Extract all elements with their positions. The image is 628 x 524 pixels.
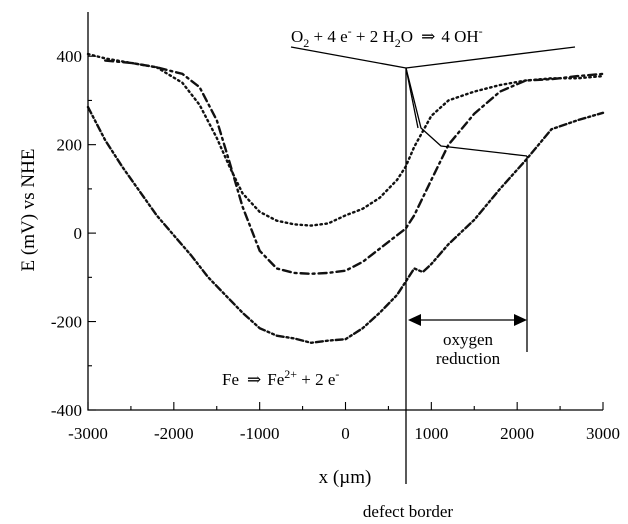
top-reaction-sub-h: 2 — [395, 36, 401, 50]
top-reaction-mid3: O — [401, 27, 413, 46]
x-tick-label: -2000 — [154, 424, 194, 443]
series-group — [86, 52, 605, 345]
top-reaction-arrow-icon: ⇒ — [421, 27, 435, 46]
bottom-reaction-arrow-icon: ⇒ — [247, 370, 261, 389]
y-tick-label: -200 — [51, 313, 82, 332]
top-reaction-leader-left — [290, 46, 407, 69]
top-reaction-label: O2 + 4 e- + 2 H2O ⇒ 4 OH- — [291, 24, 483, 50]
x-tick-label: 3000 — [586, 424, 620, 443]
oxygen-reduction-arrow-left-head — [408, 314, 421, 326]
top-reaction-mid: + 4 e — [309, 27, 347, 46]
y-tick-label: 200 — [57, 136, 83, 155]
top-reaction-sub-o: 2 — [303, 36, 309, 50]
bottom-reaction-sup-fe: 2+ — [284, 367, 297, 381]
series-line-2 — [103, 59, 605, 276]
series-line-3 — [86, 105, 605, 345]
defect-border-label: defect border — [363, 502, 453, 521]
annotation-lines — [290, 46, 576, 484]
x-tick-label: -3000 — [68, 424, 108, 443]
x-axis-title: x (µm) — [319, 467, 372, 488]
top-reaction-post: 4 OH — [441, 27, 478, 46]
leader-to-curve-c — [405, 67, 528, 157]
x-ticks: -3000 -2000 -1000 0 1000 2000 3000 — [68, 402, 620, 443]
y-tick-label: 0 — [74, 224, 83, 243]
oxygen-reduction-arrow-right-head — [514, 314, 527, 326]
bottom-reaction-post2: + 2 e — [297, 370, 335, 389]
x-tick-label: 2000 — [500, 424, 534, 443]
y-tick-label: 400 — [57, 47, 83, 66]
y-ticks: -400 -200 0 200 400 — [51, 47, 96, 420]
top-reaction-mid2: + 2 H — [352, 27, 395, 46]
oxygen-reduction-label-2: reduction — [436, 349, 501, 368]
y-axis-title: E (mV) vs NHE — [18, 149, 39, 272]
bottom-reaction-post: Fe — [267, 370, 284, 389]
bottom-reaction-fe: Fe — [222, 370, 239, 389]
oxygen-reduction-label-1: oxygen — [443, 330, 494, 349]
bottom-reaction-sup-e: - — [335, 367, 339, 381]
y-tick-label: -400 — [51, 401, 82, 420]
top-reaction-o: O — [291, 27, 303, 46]
top-reaction-sup-e: - — [348, 24, 352, 38]
top-reaction-leader-right — [405, 46, 576, 69]
x-tick-label: 0 — [341, 424, 350, 443]
top-reaction-sup-oh: - — [479, 24, 483, 38]
series-line-1 — [86, 52, 605, 227]
bottom-reaction-label: Fe ⇒ Fe2+ + 2 e- — [222, 367, 339, 389]
x-tick-label: 1000 — [414, 424, 448, 443]
x-tick-label: -1000 — [240, 424, 280, 443]
